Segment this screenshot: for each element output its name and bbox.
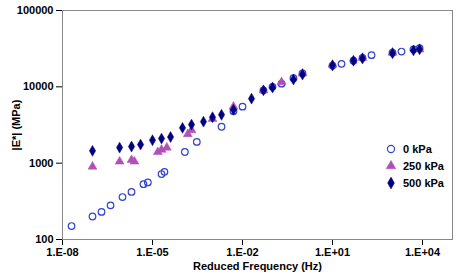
svg-text:1.E-08: 1.E-08 [46, 246, 78, 258]
svg-text:Reduced Frequency (Hz): Reduced Frequency (Hz) [193, 260, 322, 272]
html-text:250 kPa: 250 kPa [403, 159, 444, 172]
html-text:500 kPa: 500 kPa [403, 176, 444, 189]
svg-text:100000: 100000 [17, 4, 54, 16]
svg-text:10000: 10000 [23, 80, 54, 92]
svg-text:1.E-02: 1.E-02 [226, 246, 258, 258]
html-text:0 kPa: 0 kPa [403, 142, 432, 155]
svg-text:1.E+01: 1.E+01 [315, 246, 350, 258]
svg-text:100: 100 [35, 233, 53, 245]
svg-text:|E*| (MPa): |E*| (MPa) [10, 99, 22, 150]
svg-text:1.E+04: 1.E+04 [405, 246, 441, 258]
svg-text:1.E-05: 1.E-05 [136, 246, 168, 258]
svg-text:1000: 1000 [29, 157, 53, 169]
